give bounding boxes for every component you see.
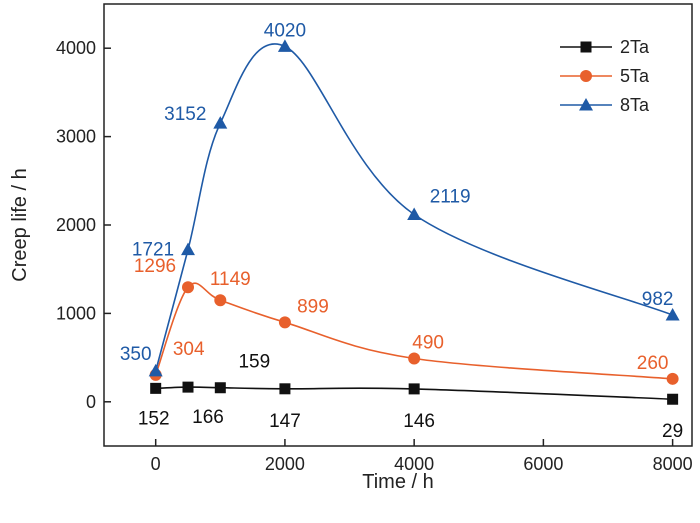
data-label-5Ta: 1296 <box>134 256 176 277</box>
data-point-5Ta <box>214 294 227 307</box>
y-tick-label: 0 <box>86 392 96 412</box>
series-line-8Ta <box>154 43 673 372</box>
legend-marker-2Ta <box>580 41 592 53</box>
data-point-2Ta <box>408 383 420 395</box>
data-point-5Ta <box>278 316 291 329</box>
data-point-5Ta <box>666 372 679 385</box>
data-point-8Ta <box>665 307 680 321</box>
y-tick-label: 3000 <box>56 127 96 147</box>
data-label-8Ta: 4020 <box>264 20 306 41</box>
data-point-5Ta <box>182 281 194 294</box>
data-label-8Ta: 3152 <box>164 104 206 125</box>
x-axis-label: Time / h <box>362 471 434 493</box>
legend-marker-8Ta <box>579 98 593 111</box>
data-label-5Ta: 1149 <box>210 269 251 290</box>
legend: 2Ta 5Ta 8Ta <box>560 37 650 115</box>
data-label-2Ta: 152 <box>138 408 170 429</box>
data-point-8Ta <box>277 39 292 52</box>
plot-frame <box>103 3 693 447</box>
y-tick-label: 1000 <box>56 303 96 323</box>
data-label-8Ta: 350 <box>120 344 152 365</box>
x-tick-label: 6000 <box>523 454 563 474</box>
data-point-5Ta <box>408 352 421 365</box>
x-tick-label: 2000 <box>265 454 305 474</box>
y-tick-label: 4000 <box>56 38 96 58</box>
x-tick-label: 0 <box>151 454 161 474</box>
legend-marker-5Ta <box>580 70 592 82</box>
data-label-2Ta: 159 <box>238 352 270 373</box>
data-label-8Ta: 2119 <box>430 186 471 207</box>
data-label-2Ta: 29 <box>662 421 683 442</box>
legend-label-5Ta: 5Ta <box>620 66 650 86</box>
data-point-2Ta <box>150 382 162 394</box>
data-point-2Ta <box>214 382 226 394</box>
axis-ticks: 0 2000 4000 6000 8000 0 1000 2000 3000 4000 <box>56 38 693 474</box>
data-label-5Ta: 260 <box>637 353 669 374</box>
data-labels: 152 166 159 147 146 29 304 1296 1149 899 490 260 350… <box>120 20 683 442</box>
data-label-2Ta: 166 <box>192 407 224 428</box>
legend-label-2Ta: 2Ta <box>620 37 650 57</box>
y-axis-label: Creep life / h <box>9 168 31 281</box>
data-label-8Ta: 982 <box>642 289 674 310</box>
data-point-2Ta <box>279 383 291 395</box>
x-tick-label: 4000 <box>394 454 434 474</box>
data-label-8Ta: 1721 <box>132 240 174 261</box>
x-tick-label: 8000 <box>653 454 693 474</box>
data-label-2Ta: 147 <box>269 411 301 432</box>
series-markers <box>148 39 680 405</box>
data-label-5Ta: 490 <box>412 332 444 353</box>
data-label-5Ta: 899 <box>297 296 329 317</box>
data-point-2Ta <box>182 381 194 393</box>
data-label-5Ta: 304 <box>173 339 205 360</box>
data-point-8Ta <box>181 242 195 256</box>
data-point-8Ta <box>407 207 422 220</box>
data-label-2Ta: 146 <box>403 411 435 432</box>
legend-label-8Ta: 8Ta <box>620 95 650 115</box>
y-tick-label: 2000 <box>56 215 96 235</box>
data-point-2Ta <box>667 393 679 405</box>
data-point-8Ta <box>213 116 228 129</box>
data-point-8Ta <box>148 363 163 377</box>
